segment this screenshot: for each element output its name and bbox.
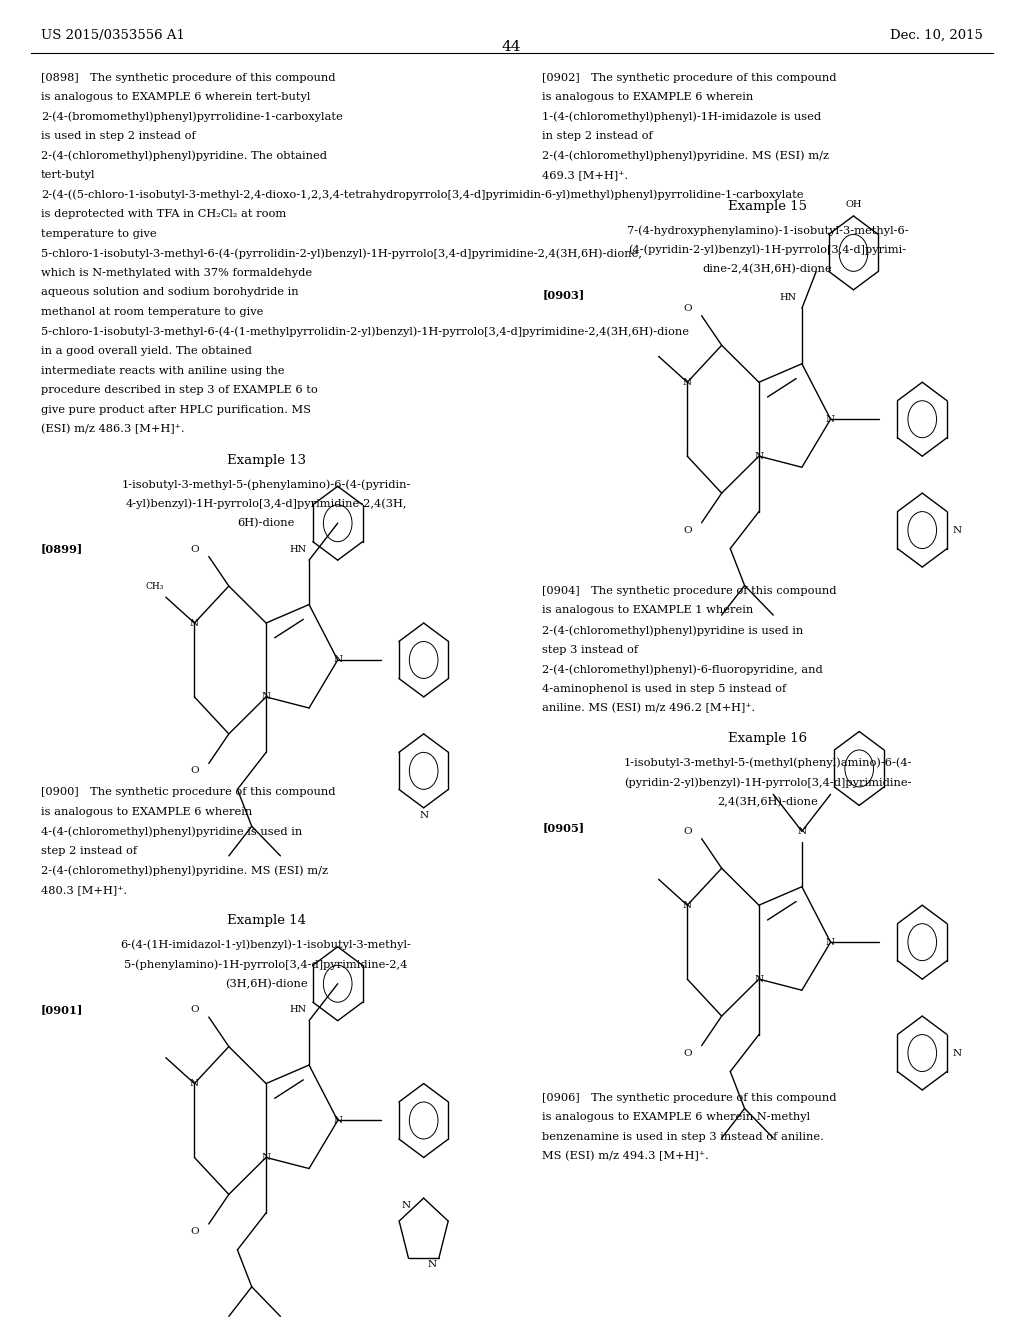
Text: 5-chloro-1-isobutyl-3-methyl-6-(4-(1-methylpyrrolidin-2-yl)benzyl)-1H-pyrrolo[3,: 5-chloro-1-isobutyl-3-methyl-6-(4-(1-met… <box>41 326 689 337</box>
Text: is analogous to EXAMPLE 6 wherein tert-butyl: is analogous to EXAMPLE 6 wherein tert-b… <box>41 92 310 102</box>
Text: US 2015/0353556 A1: US 2015/0353556 A1 <box>41 29 184 42</box>
Text: N: N <box>261 1152 270 1162</box>
Text: [0899]: [0899] <box>41 544 83 554</box>
Text: HN: HN <box>289 545 306 553</box>
Text: give pure product after HPLC purification. MS: give pure product after HPLC purificatio… <box>41 405 311 414</box>
Text: 2-(4-(chloromethyl)phenyl)-6-fluoropyridine, and: 2-(4-(chloromethyl)phenyl)-6-fluoropyrid… <box>543 664 823 675</box>
Text: 2-(4-(chloromethyl)phenyl)pyridine is used in: 2-(4-(chloromethyl)phenyl)pyridine is us… <box>543 624 804 635</box>
Text: 1-(4-(chloromethyl)phenyl)-1H-imidazole is used: 1-(4-(chloromethyl)phenyl)-1H-imidazole … <box>543 112 821 123</box>
Text: O: O <box>190 1005 199 1014</box>
Text: O: O <box>190 1226 199 1236</box>
Text: [0905]: [0905] <box>543 822 585 833</box>
Text: which is N-methylated with 37% formaldehyde: which is N-methylated with 37% formaldeh… <box>41 268 312 279</box>
Text: MS (ESI) m/z 494.3 [M+H]⁺.: MS (ESI) m/z 494.3 [M+H]⁺. <box>543 1151 710 1162</box>
Text: step 2 instead of: step 2 instead of <box>41 846 137 855</box>
Text: 2-(4-(chloromethyl)phenyl)pyridine. MS (ESI) m/z: 2-(4-(chloromethyl)phenyl)pyridine. MS (… <box>41 865 328 875</box>
Text: 480.3 [M+H]⁺.: 480.3 [M+H]⁺. <box>41 884 127 895</box>
Text: O: O <box>683 826 691 836</box>
Text: N: N <box>333 656 342 664</box>
Text: N: N <box>952 525 962 535</box>
Text: N: N <box>261 693 270 701</box>
Text: HN: HN <box>289 1005 306 1014</box>
Text: N: N <box>428 1261 437 1269</box>
Text: N: N <box>401 1201 411 1210</box>
Text: O: O <box>683 304 691 313</box>
Text: N: N <box>333 1115 342 1125</box>
Text: methanol at room temperature to give: methanol at room temperature to give <box>41 308 263 317</box>
Text: [0906] The synthetic procedure of this compound: [0906] The synthetic procedure of this c… <box>543 1093 837 1102</box>
Text: O: O <box>190 545 199 553</box>
Text: N: N <box>189 1078 199 1088</box>
Text: temperature to give: temperature to give <box>41 228 157 239</box>
Text: 2-(4-(bromomethyl)phenyl)pyrrolidine-1-carboxylate: 2-(4-(bromomethyl)phenyl)pyrrolidine-1-c… <box>41 112 343 123</box>
Text: 4-(4-(chloromethyl)phenyl)pyridine is used in: 4-(4-(chloromethyl)phenyl)pyridine is us… <box>41 826 302 837</box>
Text: [0898] The synthetic procedure of this compound: [0898] The synthetic procedure of this c… <box>41 73 336 83</box>
Text: tert-butyl: tert-butyl <box>41 170 95 181</box>
Text: CH₃: CH₃ <box>145 582 164 590</box>
Text: 5-chloro-1-isobutyl-3-methyl-6-(4-(pyrrolidin-2-yl)benzyl)-1H-pyrrolo[3,4-d]pyri: 5-chloro-1-isobutyl-3-methyl-6-(4-(pyrro… <box>41 248 642 259</box>
Text: [0901]: [0901] <box>41 1005 83 1015</box>
Text: is deprotected with TFA in CH₂Cl₂ at room: is deprotected with TFA in CH₂Cl₂ at roo… <box>41 210 286 219</box>
Text: 7-(4-hydroxyphenylamino)-1-isobutyl-3-methyl-6-: 7-(4-hydroxyphenylamino)-1-isobutyl-3-me… <box>627 224 908 235</box>
Text: 2,4(3H,6H)-dione: 2,4(3H,6H)-dione <box>717 797 818 808</box>
Text: is analogous to EXAMPLE 6 wherein N-methyl: is analogous to EXAMPLE 6 wherein N-meth… <box>543 1113 811 1122</box>
Text: (pyridin-2-yl)benzyl)-1H-pyrrolo[3,4-d]pyrimidine-: (pyridin-2-yl)benzyl)-1H-pyrrolo[3,4-d]p… <box>624 777 911 788</box>
Text: 2-(4-(chloromethyl)phenyl)pyridine. MS (ESI) m/z: 2-(4-(chloromethyl)phenyl)pyridine. MS (… <box>543 150 829 161</box>
Text: N: N <box>419 810 428 820</box>
Text: [0902] The synthetic procedure of this compound: [0902] The synthetic procedure of this c… <box>543 73 837 83</box>
Text: 469.3 [M+H]⁺.: 469.3 [M+H]⁺. <box>543 170 629 181</box>
Text: (ESI) m/z 486.3 [M+H]⁺.: (ESI) m/z 486.3 [M+H]⁺. <box>41 424 184 434</box>
Text: [0903]: [0903] <box>543 289 585 301</box>
Text: 4-yl)benzyl)-1H-pyrrolo[3,4-d]pyrimidine-2,4(3H,: 4-yl)benzyl)-1H-pyrrolo[3,4-d]pyrimidine… <box>125 499 407 510</box>
Text: (4-(pyridin-2-yl)benzyl)-1H-pyrrolo[3,4-d]pyrimi-: (4-(pyridin-2-yl)benzyl)-1H-pyrrolo[3,4-… <box>629 244 906 255</box>
Text: N: N <box>755 974 764 983</box>
Text: 1-isobutyl-3-methyl-5-(methyl(phenyl)amino)-6-(4-: 1-isobutyl-3-methyl-5-(methyl(phenyl)ami… <box>624 758 911 768</box>
Text: step 3 instead of: step 3 instead of <box>543 644 639 655</box>
Text: procedure described in step 3 of EXAMPLE 6 to: procedure described in step 3 of EXAMPLE… <box>41 385 317 395</box>
Text: aqueous solution and sodium borohydride in: aqueous solution and sodium borohydride … <box>41 288 299 297</box>
Text: Example 15: Example 15 <box>728 199 807 213</box>
Text: 4-aminophenol is used in step 5 instead of: 4-aminophenol is used in step 5 instead … <box>543 684 786 693</box>
Text: in step 2 instead of: in step 2 instead of <box>543 131 653 141</box>
Text: aniline. MS (ESI) m/z 496.2 [M+H]⁺.: aniline. MS (ESI) m/z 496.2 [M+H]⁺. <box>543 704 756 714</box>
Text: 6-(4-(1H-imidazol-1-yl)benzyl)-1-isobutyl-3-methyl-: 6-(4-(1H-imidazol-1-yl)benzyl)-1-isobuty… <box>121 940 412 950</box>
Text: benzenamine is used in step 3 instead of aniline.: benzenamine is used in step 3 instead of… <box>543 1131 824 1142</box>
Text: OH: OH <box>845 201 862 210</box>
Text: Example 14: Example 14 <box>226 913 305 927</box>
Text: is used in step 2 instead of: is used in step 2 instead of <box>41 131 196 141</box>
Text: N: N <box>826 414 836 424</box>
Text: HN: HN <box>779 293 796 302</box>
Text: Example 13: Example 13 <box>226 454 305 466</box>
Text: intermediate reacts with aniline using the: intermediate reacts with aniline using t… <box>41 366 285 376</box>
Text: (3H,6H)-dione: (3H,6H)-dione <box>224 978 307 989</box>
Text: 44: 44 <box>502 40 521 54</box>
Text: O: O <box>683 1048 691 1057</box>
Text: 1-isobutyl-3-methyl-5-(phenylamino)-6-(4-(pyridin-: 1-isobutyl-3-methyl-5-(phenylamino)-6-(4… <box>122 479 411 490</box>
Text: 2-(4-(chloromethyl)phenyl)pyridine. The obtained: 2-(4-(chloromethyl)phenyl)pyridine. The … <box>41 150 327 161</box>
Text: N: N <box>798 826 807 836</box>
Text: 6H)-dione: 6H)-dione <box>238 517 295 528</box>
Text: 2-(4-((5-chloro-1-isobutyl-3-methyl-2,4-dioxo-1,2,3,4-tetrahydropyrrolo[3,4-d]py: 2-(4-((5-chloro-1-isobutyl-3-methyl-2,4-… <box>41 190 804 201</box>
Text: O: O <box>683 525 691 535</box>
Text: N: N <box>189 619 199 627</box>
Text: N: N <box>826 937 836 946</box>
Text: N: N <box>683 378 692 387</box>
Text: is analogous to EXAMPLE 1 wherein: is analogous to EXAMPLE 1 wherein <box>543 606 754 615</box>
Text: is analogous to EXAMPLE 6 wherein: is analogous to EXAMPLE 6 wherein <box>41 807 252 817</box>
Text: N: N <box>683 900 692 909</box>
Text: is analogous to EXAMPLE 6 wherein: is analogous to EXAMPLE 6 wherein <box>543 92 754 102</box>
Text: 5-(phenylamino)-1H-pyrrolo[3,4-d]pyrimidine-2,4: 5-(phenylamino)-1H-pyrrolo[3,4-d]pyrimid… <box>124 960 408 970</box>
Text: [0904] The synthetic procedure of this compound: [0904] The synthetic procedure of this c… <box>543 586 837 595</box>
Text: O: O <box>190 767 199 775</box>
Text: N: N <box>755 451 764 461</box>
Text: Dec. 10, 2015: Dec. 10, 2015 <box>890 29 982 42</box>
Text: Example 16: Example 16 <box>728 733 807 746</box>
Text: in a good overall yield. The obtained: in a good overall yield. The obtained <box>41 346 252 356</box>
Text: N: N <box>952 1048 962 1057</box>
Text: [0900] The synthetic procedure of this compound: [0900] The synthetic procedure of this c… <box>41 787 336 797</box>
Text: dine-2,4(3H,6H)-dione: dine-2,4(3H,6H)-dione <box>702 264 833 275</box>
